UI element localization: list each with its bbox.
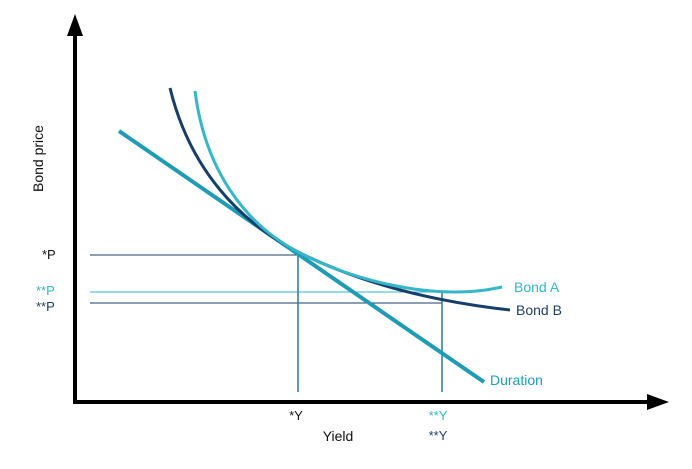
duration-label: Duration [490,372,543,388]
bond-a-curve [193,90,503,294]
duration-line [117,129,486,384]
bond-a-label: Bond A [514,279,560,295]
p-star-star-b-label: **P [36,299,55,314]
y-star-star-b-label: **Y [429,428,448,443]
y-star-label: *Y [289,408,303,423]
y-axis-label: Bond price [30,125,46,192]
y-axis-arrowhead [67,14,83,36]
p-star-label: *P [42,247,56,262]
x-axis-arrowhead [647,394,669,410]
x-axis-label: Yield [323,428,354,444]
bond-b-label: Bond B [516,302,562,318]
y-star-star-a-label: **Y [429,408,448,423]
p-star-star-a-label: **P [36,283,55,298]
